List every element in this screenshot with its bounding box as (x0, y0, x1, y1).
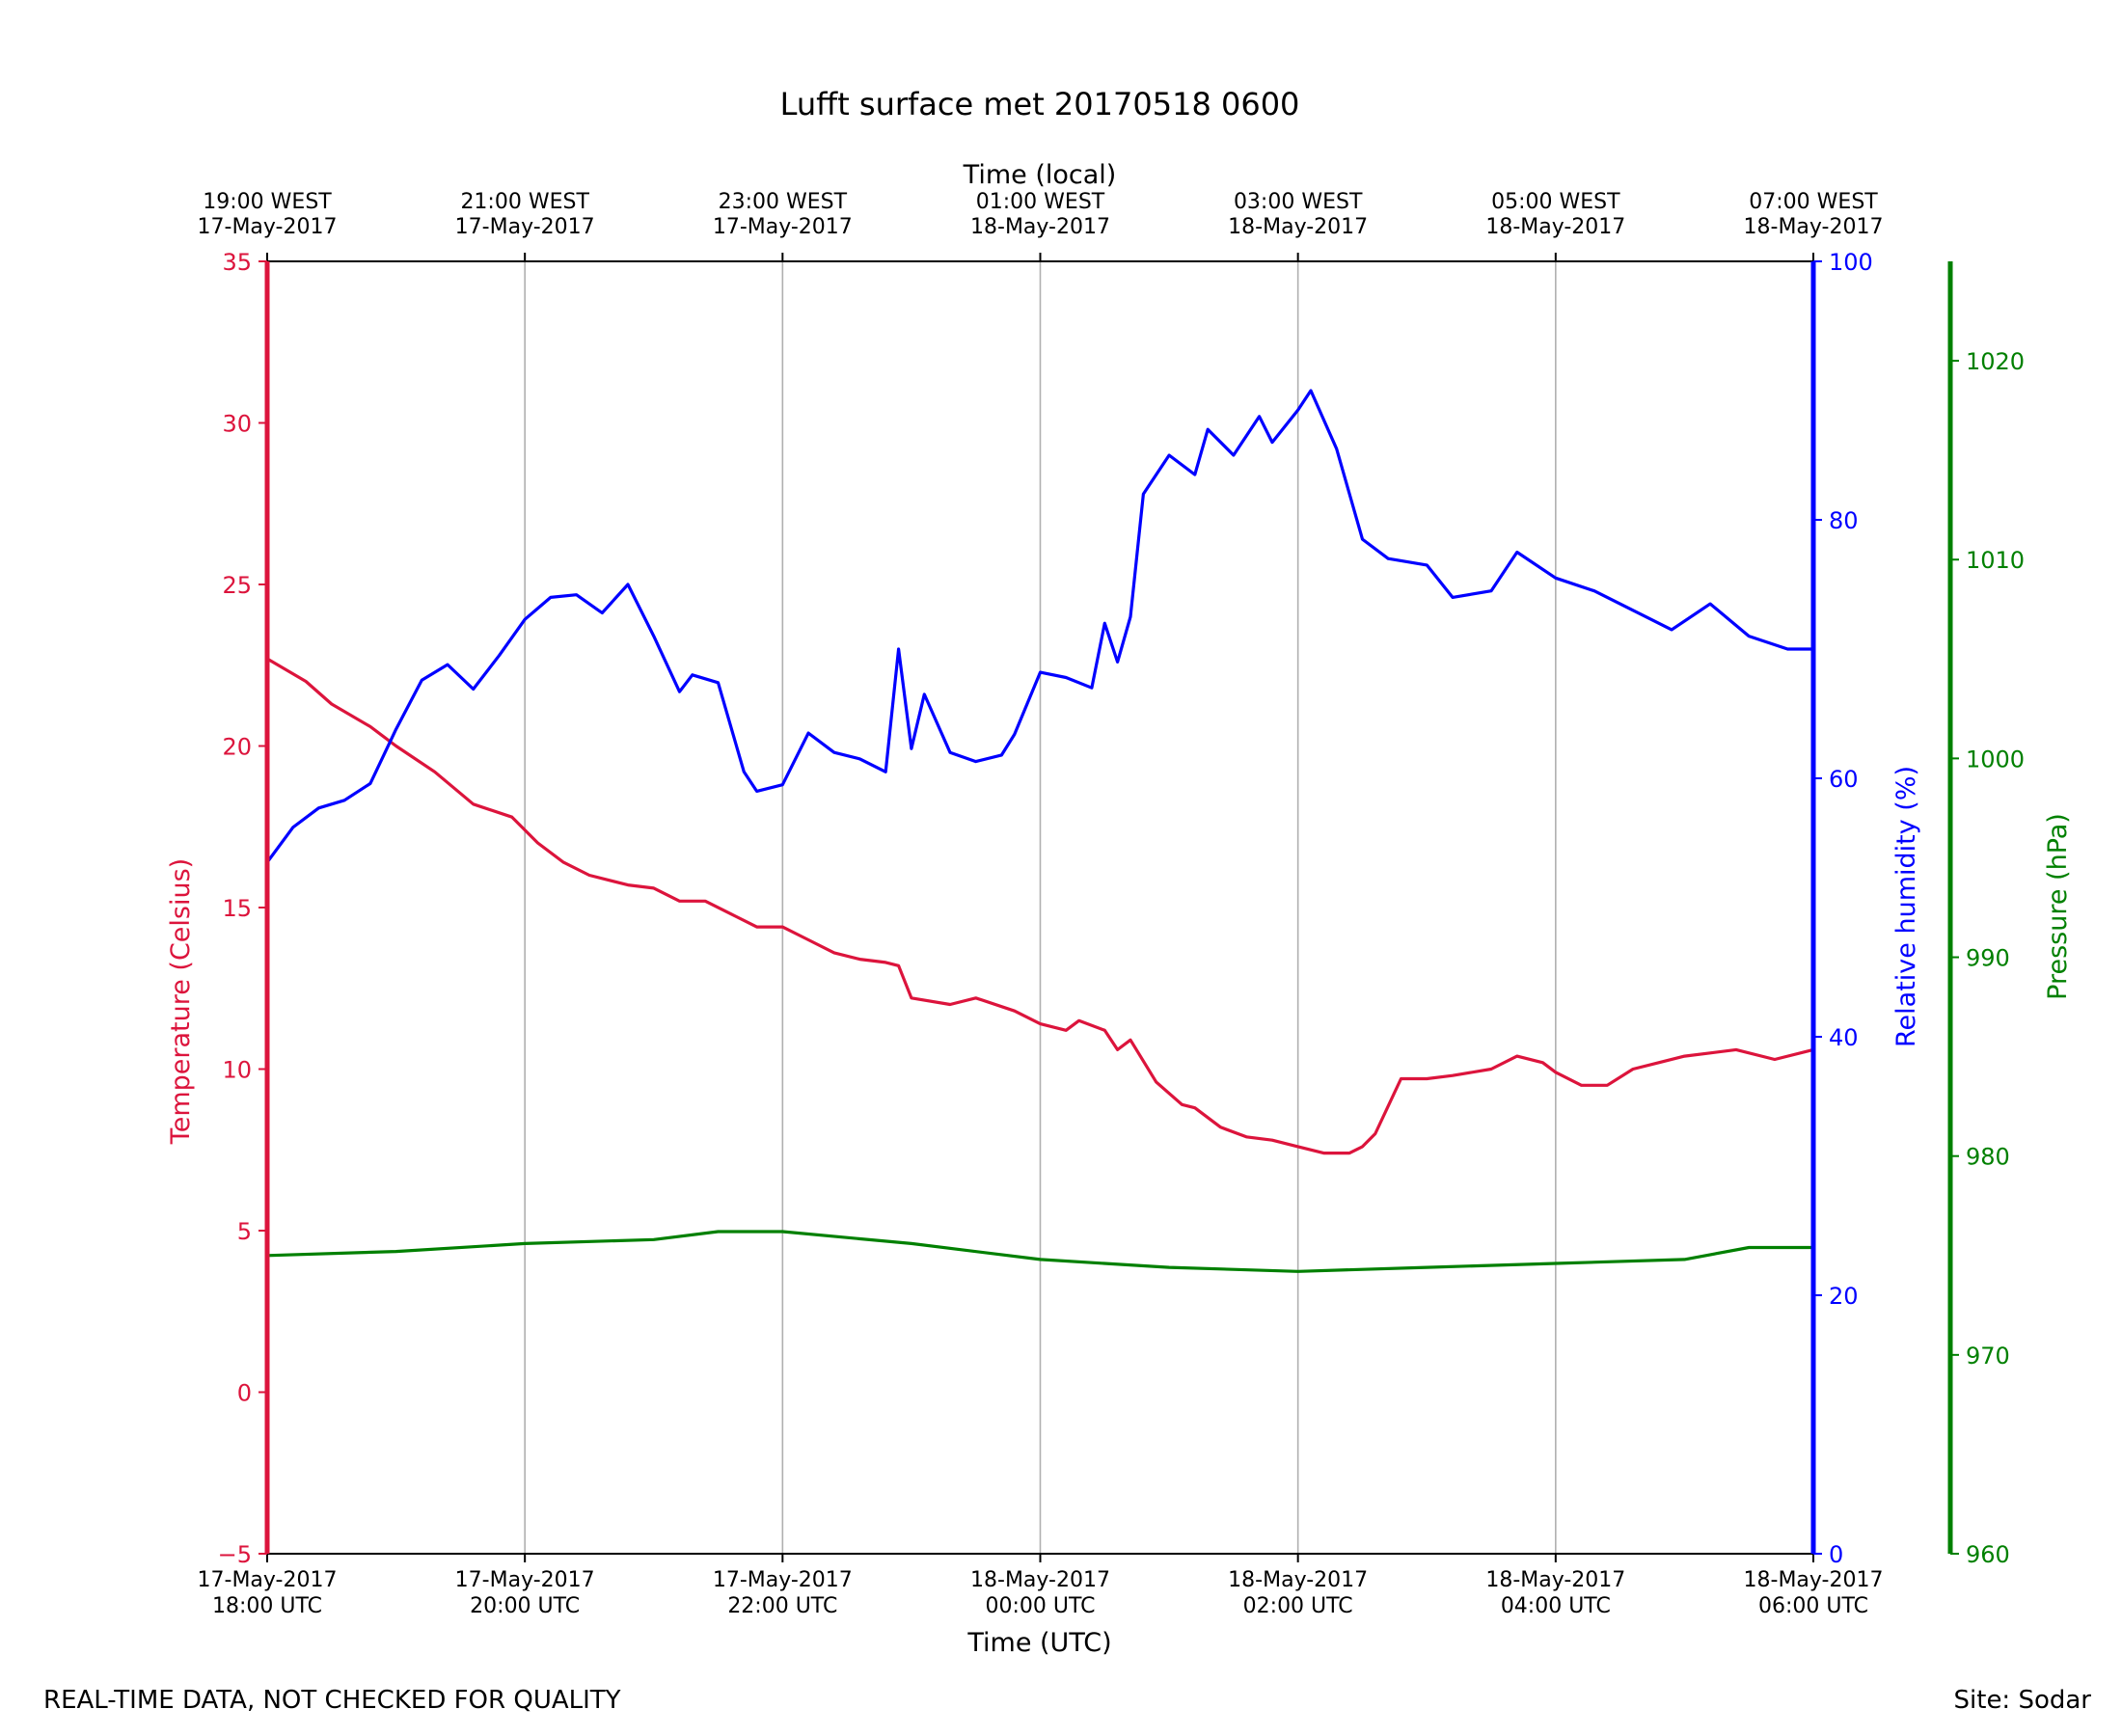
x-bottom-tick-time: 04:00 UTC (1501, 1594, 1611, 1618)
x-bottom-tick-date: 17-May-2017 (713, 1568, 853, 1592)
x-bottom-tick-time: 20:00 UTC (470, 1594, 580, 1618)
pressure-tick-label: 980 (1966, 1144, 2010, 1171)
x-top-tick-date: 18-May-2017 (970, 215, 1110, 239)
x-top-tick-date: 18-May-2017 (1485, 215, 1625, 239)
x-top-tick-date: 17-May-2017 (455, 215, 595, 239)
x-bottom-tick-date: 17-May-2017 (455, 1568, 595, 1592)
site-label: Site: Sodar (1953, 1686, 2091, 1715)
temperature-tick-label: 25 (222, 572, 252, 599)
x-bottom-label: Time (UTC) (966, 1628, 1111, 1658)
x-bottom-tick-date: 17-May-2017 (198, 1568, 338, 1592)
temperature-tick-label: 0 (237, 1380, 252, 1407)
humidity-tick-label: 40 (1829, 1024, 1859, 1051)
x-bottom-tick-date: 18-May-2017 (1744, 1568, 1884, 1592)
pressure-tick-label: 1020 (1966, 348, 2025, 375)
humidity-tick-label: 20 (1829, 1283, 1859, 1310)
temperature-tick-label: 15 (222, 895, 252, 922)
humidity-tick-label: 100 (1829, 249, 1873, 276)
humidity-tick-label: 60 (1829, 766, 1859, 793)
pressure-axis-label: Pressure (hPa) (2043, 813, 2073, 1000)
x-bottom-tick-time: 22:00 UTC (727, 1594, 837, 1618)
grid-lines (524, 261, 1557, 1554)
pressure-tick-label: 1000 (1966, 746, 2025, 773)
x-bottom-tick-time: 00:00 UTC (985, 1594, 1095, 1618)
x-bottom-tick-date: 18-May-2017 (1228, 1568, 1368, 1592)
x-top-tick-time: 03:00 WEST (1234, 190, 1363, 214)
pressure-tick-label: 1010 (1966, 547, 2025, 574)
x-top-tick-time: 07:00 WEST (1749, 190, 1878, 214)
quality-disclaimer: REAL-TIME DATA, NOT CHECKED FOR QUALITY (43, 1686, 621, 1715)
x-top-tick-time: 23:00 WEST (719, 190, 848, 214)
series-pressure-line (265, 1230, 1815, 1273)
x-bottom-tick-date: 18-May-2017 (1485, 1568, 1625, 1592)
x-top-label: Time (local) (963, 160, 1117, 190)
x-bottom-tick-time: 02:00 UTC (1243, 1594, 1353, 1618)
temperature-tick-label: 30 (222, 411, 252, 438)
x-top-tick-date: 17-May-2017 (198, 215, 338, 239)
x-bottom-tick-date: 18-May-2017 (970, 1568, 1110, 1592)
series-humidity-line (265, 389, 1815, 864)
x-bottom-tick-time: 18:00 UTC (212, 1594, 322, 1618)
x-bottom-tick-time: 06:00 UTC (1758, 1594, 1868, 1618)
pressure-tick-label: 990 (1966, 945, 2010, 972)
temperature-tick-label: 35 (222, 249, 252, 276)
series-temperature-line (265, 657, 1815, 1155)
series-layer (265, 389, 1815, 1273)
humidity-tick-label: 80 (1829, 507, 1859, 534)
temperature-tick-label: 20 (222, 734, 252, 761)
humidity-axis-label: Relative humidity (%) (1891, 766, 1921, 1047)
x-top-tick-time: 01:00 WEST (976, 190, 1105, 214)
x-top-tick-time: 19:00 WEST (203, 190, 332, 214)
x-top-tick-date: 18-May-2017 (1228, 215, 1368, 239)
pressure-tick-label: 960 (1966, 1541, 2010, 1568)
humidity-tick-label: 0 (1829, 1541, 1843, 1568)
temperature-axis-label: Temperature (Celsius) (166, 858, 196, 1145)
pressure-tick-label: 970 (1966, 1343, 2010, 1370)
x-top-tick-date: 18-May-2017 (1744, 215, 1884, 239)
x-top-tick-date: 17-May-2017 (713, 215, 853, 239)
temperature-tick-label: −5 (218, 1541, 252, 1568)
chart-title: Lufft surface met 20170518 0600 (780, 86, 1300, 122)
temperature-tick-label: 5 (237, 1218, 252, 1245)
x-top-tick-time: 21:00 WEST (460, 190, 589, 214)
temperature-tick-label: 10 (222, 1057, 252, 1084)
x-top-tick-time: 05:00 WEST (1491, 190, 1620, 214)
